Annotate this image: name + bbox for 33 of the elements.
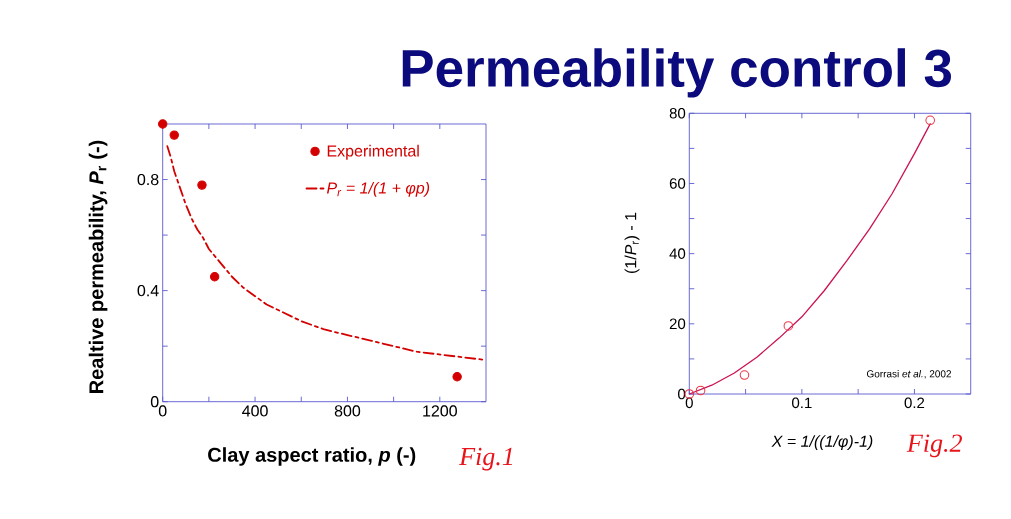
x-tick-label: 1200 [423, 405, 457, 417]
x-tick-label: 400 [242, 405, 268, 417]
y-tick-label: 0.8 [137, 173, 159, 186]
annotation: Gorrasi et al., 2002 [866, 370, 952, 379]
legend-label: Experimental [327, 144, 419, 160]
point [783, 321, 794, 331]
y-tick-label: 40 [669, 248, 686, 259]
y-axis-title: (1/P$_{r}$) - 1 [624, 212, 640, 274]
point [169, 130, 179, 140]
point [197, 180, 207, 190]
point [695, 385, 706, 396]
caption: Fig.2 [906, 434, 962, 458]
y-axis-title: Realtive permeability, P$_{r}$ (-) [88, 140, 108, 393]
point [925, 115, 935, 126]
legend-label: P$_{r}$ = 1/(1 + φp) [326, 181, 430, 197]
y-tick-label: 80 [669, 107, 686, 119]
y-tick-label: 20 [669, 318, 686, 330]
point [452, 372, 462, 382]
x-tick-label: 800 [334, 405, 361, 417]
point [158, 119, 168, 129]
y-tick-label: 0.4 [137, 284, 159, 297]
y-tick-label: 60 [669, 178, 686, 189]
x-axis-title: X = 1/((1/φ)-1) [771, 435, 873, 451]
line-series [688, 123, 931, 395]
x-tick-label: 0.2 [904, 397, 925, 409]
x-axis-title: Clay aspect ratio, p (-) [208, 447, 416, 466]
y-tick-label: 0 [678, 388, 686, 400]
point [209, 272, 220, 282]
x-tick-label: 0 [158, 405, 167, 417]
text: Permeability control 3 [402, 48, 952, 98]
x-tick-label: 0.1 [792, 397, 812, 409]
point [739, 370, 750, 380]
caption: Fig.1 [459, 447, 513, 471]
